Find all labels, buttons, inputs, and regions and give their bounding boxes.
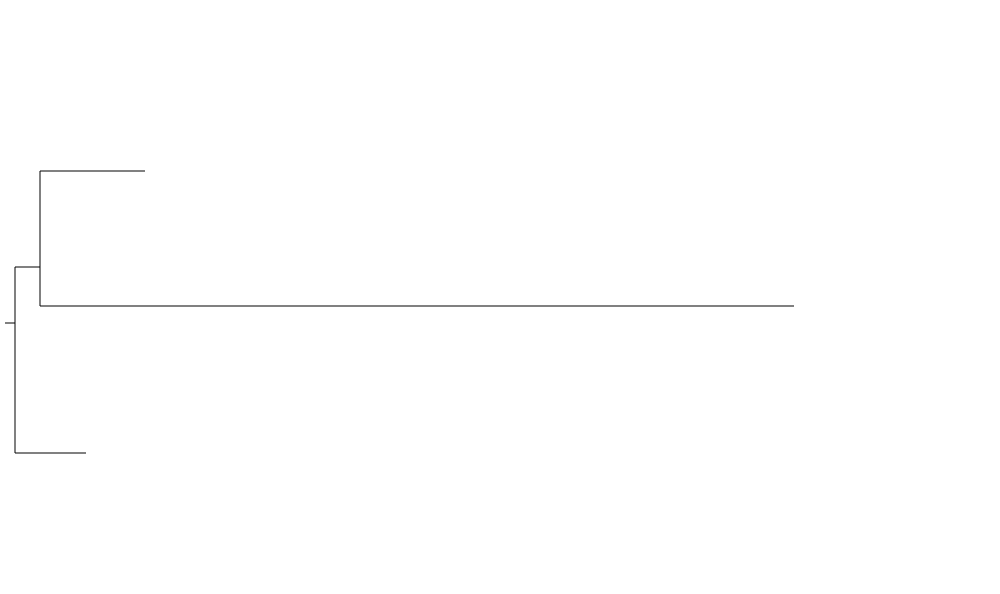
- phylogenetic-tree: [0, 0, 1000, 594]
